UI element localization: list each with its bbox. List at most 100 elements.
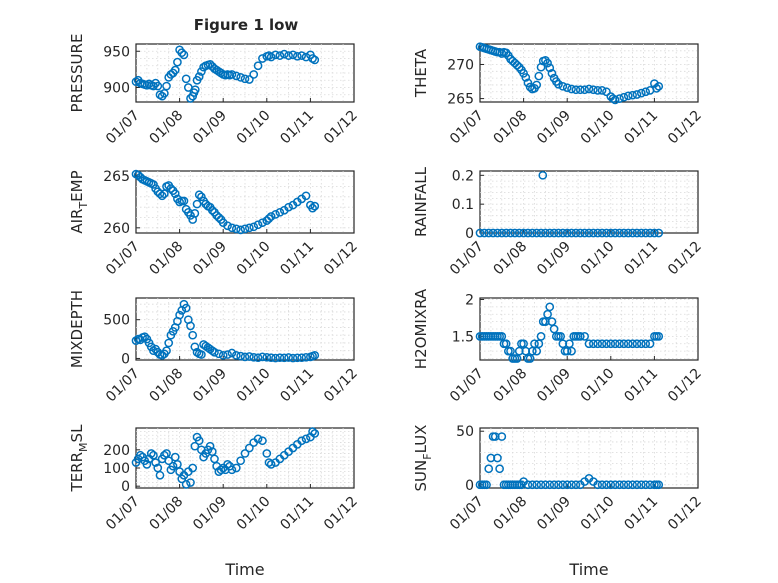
data-point: [190, 209, 200, 218]
data-point: [262, 449, 272, 458]
data-point: [240, 224, 250, 234]
data-point: [157, 351, 167, 360]
data-point: [188, 330, 198, 340]
data-point: [186, 321, 195, 331]
data-point: [186, 478, 195, 487]
data-point: [164, 456, 174, 466]
data-point: [223, 350, 232, 359]
data-point: [615, 480, 624, 490]
data-point: [493, 228, 502, 238]
x-tick-label: 01/11: [621, 494, 661, 534]
data-point: [151, 458, 160, 467]
data-point: [619, 228, 629, 238]
data-point: [140, 332, 150, 342]
y-axis-label: TERRMSL: [68, 424, 90, 493]
data-point: [149, 346, 158, 356]
data-point: [210, 347, 219, 357]
data-point: [602, 228, 611, 238]
data-point: [475, 228, 485, 238]
data-point: [571, 85, 581, 95]
x-tick-label: 01/11: [621, 239, 661, 279]
x-tick-label: 01/09: [190, 494, 230, 534]
y-tick-label: 0.2: [452, 168, 474, 184]
subplot-7: 0 100 200 01/07 01/08 01/09 01/10 01/11 01/12 TER…: [68, 424, 361, 533]
data-point: [170, 65, 180, 75]
x-tick-label: 01/12: [321, 366, 361, 406]
data-point: [484, 464, 494, 474]
x-tick-label: 01/09: [534, 366, 574, 406]
y-tick-label: 900: [103, 81, 130, 97]
data-point: [258, 218, 267, 228]
data-point: [181, 74, 191, 84]
data-point: [654, 81, 664, 91]
data-point: [532, 80, 542, 90]
data-point: [205, 59, 215, 69]
y-axis-label: SUNFLUX: [412, 425, 434, 492]
data-point: [562, 346, 572, 356]
data-point: [558, 228, 568, 238]
x-tick-label: 01/12: [321, 494, 361, 534]
data-point: [153, 81, 163, 91]
data-point: [231, 463, 241, 473]
x-tick-label: 01/07: [447, 108, 487, 148]
x-tick-label: 01/09: [190, 366, 230, 406]
data-point: [558, 480, 568, 490]
data-point: [593, 228, 603, 238]
data-point: [597, 480, 607, 490]
data-point: [519, 339, 528, 349]
data-point: [166, 184, 176, 193]
data-point: [231, 71, 241, 81]
data-point: [597, 86, 607, 95]
data-point: [650, 79, 659, 88]
data-point: [619, 480, 629, 490]
data-point: [488, 228, 498, 238]
data-point: [619, 339, 629, 349]
data-point: [231, 351, 241, 360]
data-point: [506, 228, 515, 238]
y-tick-label: 200: [103, 443, 130, 459]
data-point: [525, 354, 535, 363]
x-tick-label: 01/12: [321, 239, 361, 279]
data-point: [297, 51, 307, 60]
x-axis-label-left: Time: [224, 560, 264, 579]
x-axis-label-right: Time: [568, 560, 608, 579]
data-point: [245, 223, 254, 233]
subplot-3: 260 265 01/07 01/08 01/09 01/10 01/11 01/12 AIRT…: [68, 169, 361, 278]
data-point: [497, 228, 507, 238]
data-point: [310, 429, 320, 438]
subplot-1: 900 950 01/07 01/08 01/09 01/10 01/11 01/12 PRES…: [68, 34, 361, 148]
data-point: [538, 170, 548, 180]
data-point: [482, 480, 491, 490]
data-point: [218, 351, 228, 360]
x-tick-label: 01/09: [534, 494, 574, 534]
data-point: [532, 346, 542, 356]
data-point: [205, 441, 215, 451]
data-point: [175, 310, 184, 320]
data-point: [514, 228, 524, 238]
data-point: [194, 190, 204, 200]
data-point: [510, 228, 520, 238]
y-axis-label: PRESSURE: [68, 34, 86, 113]
data-point: [275, 51, 285, 60]
data-point: [641, 228, 651, 238]
data-point: [554, 228, 563, 238]
data-point: [170, 189, 180, 199]
data-point: [493, 453, 502, 463]
data-point: [628, 480, 637, 490]
data-point: [484, 228, 494, 238]
data-point: [142, 460, 152, 469]
data-point: [253, 434, 263, 444]
y-tick-label: 265: [103, 169, 130, 185]
data-point: [236, 456, 245, 466]
data-point: [266, 460, 276, 469]
data-point: [541, 228, 550, 238]
subplot-5: 0 500 01/07 01/08 01/09 01/10 01/11 01/12 MIXDEP…: [68, 290, 361, 405]
x-tick-label: 01/09: [190, 108, 230, 148]
data-point: [610, 228, 620, 238]
data-point: [628, 90, 637, 100]
data-point: [654, 480, 664, 490]
data-point: [266, 353, 276, 363]
data-point: [146, 449, 156, 458]
data-point: [275, 207, 285, 217]
